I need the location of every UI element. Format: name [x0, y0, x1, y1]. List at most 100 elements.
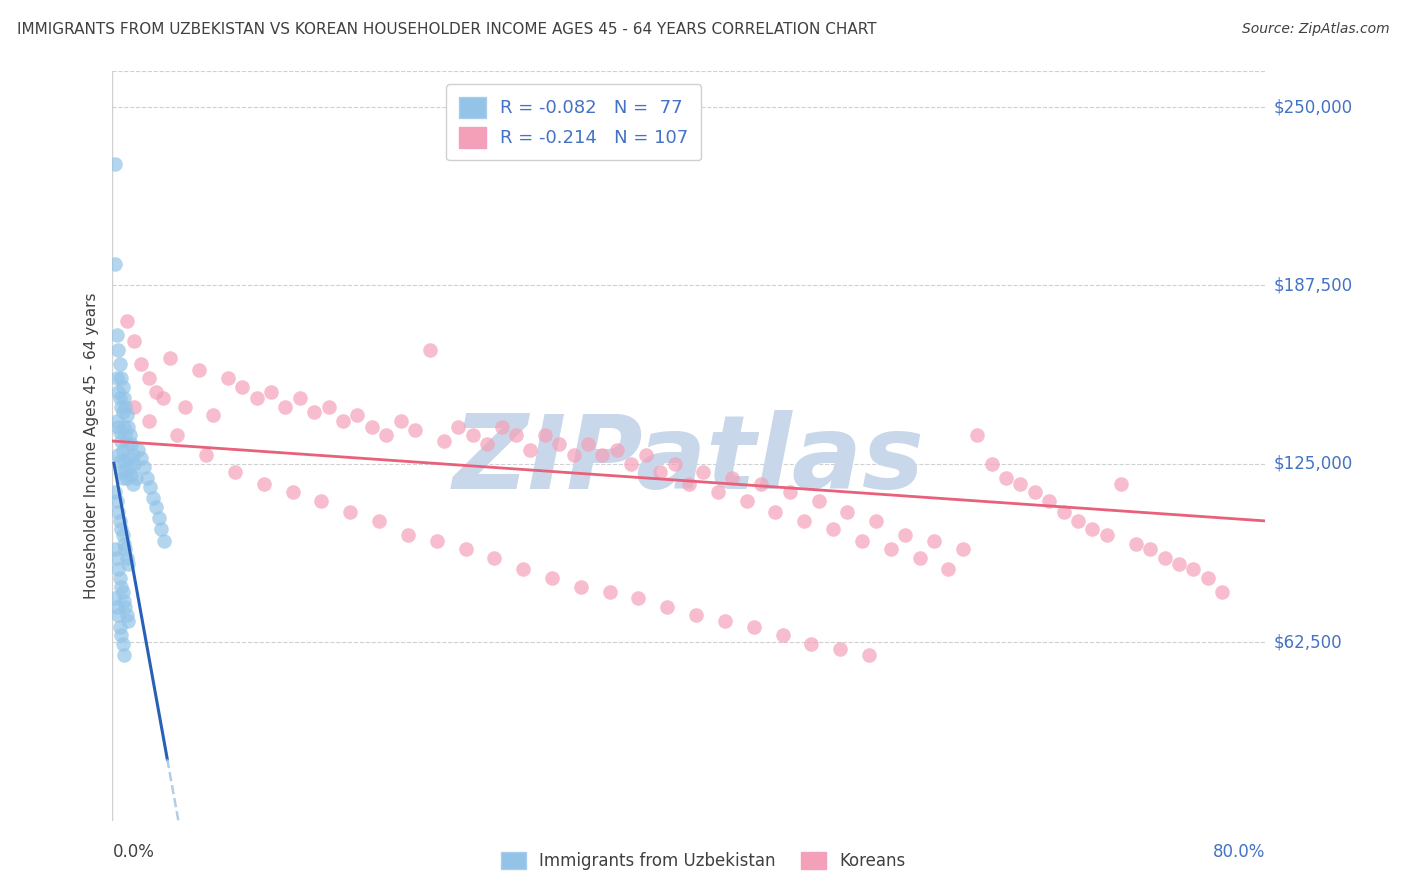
Point [105, 551, 128, 566]
Text: 0.0%: 0.0% [112, 843, 155, 861]
Point [121, 448, 143, 462]
Point [122, 457, 145, 471]
Point [111, 471, 134, 485]
Point [111, 528, 134, 542]
Point [664, 457, 686, 471]
Point [114, 462, 136, 476]
Point [650, 466, 672, 480]
Legend: Immigrants from Uzbekistan, Koreans: Immigrants from Uzbekistan, Koreans [494, 845, 912, 877]
Point [260, 385, 283, 400]
Point [104, 485, 127, 500]
Point [837, 505, 859, 519]
Point [692, 466, 714, 480]
Point [121, 476, 143, 491]
Point [1095, 528, 1118, 542]
Point [685, 608, 707, 623]
Point [742, 619, 765, 633]
Point [150, 523, 173, 537]
Legend: R = -0.082   N =  77, R = -0.214   N = 107: R = -0.082 N = 77, R = -0.214 N = 107 [446, 84, 702, 161]
Point [114, 428, 136, 442]
Point [104, 157, 127, 171]
Point [548, 437, 571, 451]
Point [800, 637, 823, 651]
Text: IMMIGRANTS FROM UZBEKISTAN VS KOREAN HOUSEHOLDER INCOME AGES 45 - 64 YEARS CORRE: IMMIGRANTS FROM UZBEKISTAN VS KOREAN HOU… [17, 22, 876, 37]
Text: Source: ZipAtlas.com: Source: ZipAtlas.com [1241, 22, 1389, 37]
Point [534, 428, 557, 442]
Point [1038, 494, 1060, 508]
Point [396, 528, 419, 542]
Point [107, 505, 129, 519]
Point [253, 476, 276, 491]
Point [145, 385, 167, 400]
Point [475, 437, 499, 451]
Y-axis label: Householder Income Ages 45 - 64 years: Householder Income Ages 45 - 64 years [83, 293, 98, 599]
Point [865, 514, 887, 528]
Point [110, 523, 132, 537]
Point [512, 562, 534, 576]
Point [491, 419, 513, 434]
Point [108, 454, 131, 468]
Point [779, 485, 801, 500]
Point [107, 419, 129, 434]
Point [1024, 485, 1046, 500]
Point [1139, 542, 1161, 557]
Point [404, 423, 426, 437]
Point [111, 585, 134, 599]
Point [120, 437, 142, 451]
Point [112, 454, 135, 468]
Point [339, 505, 361, 519]
Point [246, 391, 269, 405]
Point [765, 505, 787, 519]
Point [360, 419, 382, 434]
Point [107, 608, 129, 623]
Point [281, 485, 304, 500]
Text: $187,500: $187,500 [1274, 277, 1353, 294]
Point [110, 434, 132, 448]
Point [115, 314, 138, 328]
Point [1053, 505, 1076, 519]
Point [772, 628, 794, 642]
Point [134, 459, 156, 474]
Point [129, 357, 153, 371]
Point [389, 414, 412, 428]
Point [112, 648, 135, 662]
Point [922, 533, 945, 548]
Point [108, 391, 131, 405]
Point [107, 448, 129, 462]
Point [707, 485, 730, 500]
Point [311, 494, 333, 508]
Point [145, 500, 167, 514]
Point [104, 542, 127, 557]
Text: $125,000: $125,000 [1274, 455, 1353, 473]
Point [735, 494, 758, 508]
Point [108, 357, 131, 371]
Point [541, 571, 564, 585]
Point [117, 451, 139, 466]
Point [107, 343, 129, 357]
Point [118, 428, 141, 442]
Point [332, 414, 354, 428]
Point [108, 425, 131, 440]
Point [562, 448, 585, 462]
Point [318, 400, 340, 414]
Point [111, 380, 134, 394]
Point [202, 409, 225, 423]
Point [108, 514, 131, 528]
Point [1197, 571, 1219, 585]
Point [114, 400, 136, 414]
Point [1211, 585, 1233, 599]
Point [936, 562, 959, 576]
Point [117, 557, 139, 571]
Point [894, 528, 917, 542]
Point [138, 371, 160, 385]
Point [111, 442, 134, 457]
Point [105, 494, 128, 508]
Point [105, 599, 128, 614]
Point [105, 371, 128, 385]
Point [114, 599, 136, 614]
Point [112, 594, 135, 608]
Point [1081, 523, 1104, 537]
Point [1182, 562, 1205, 576]
Point [115, 551, 138, 566]
Point [304, 405, 326, 419]
